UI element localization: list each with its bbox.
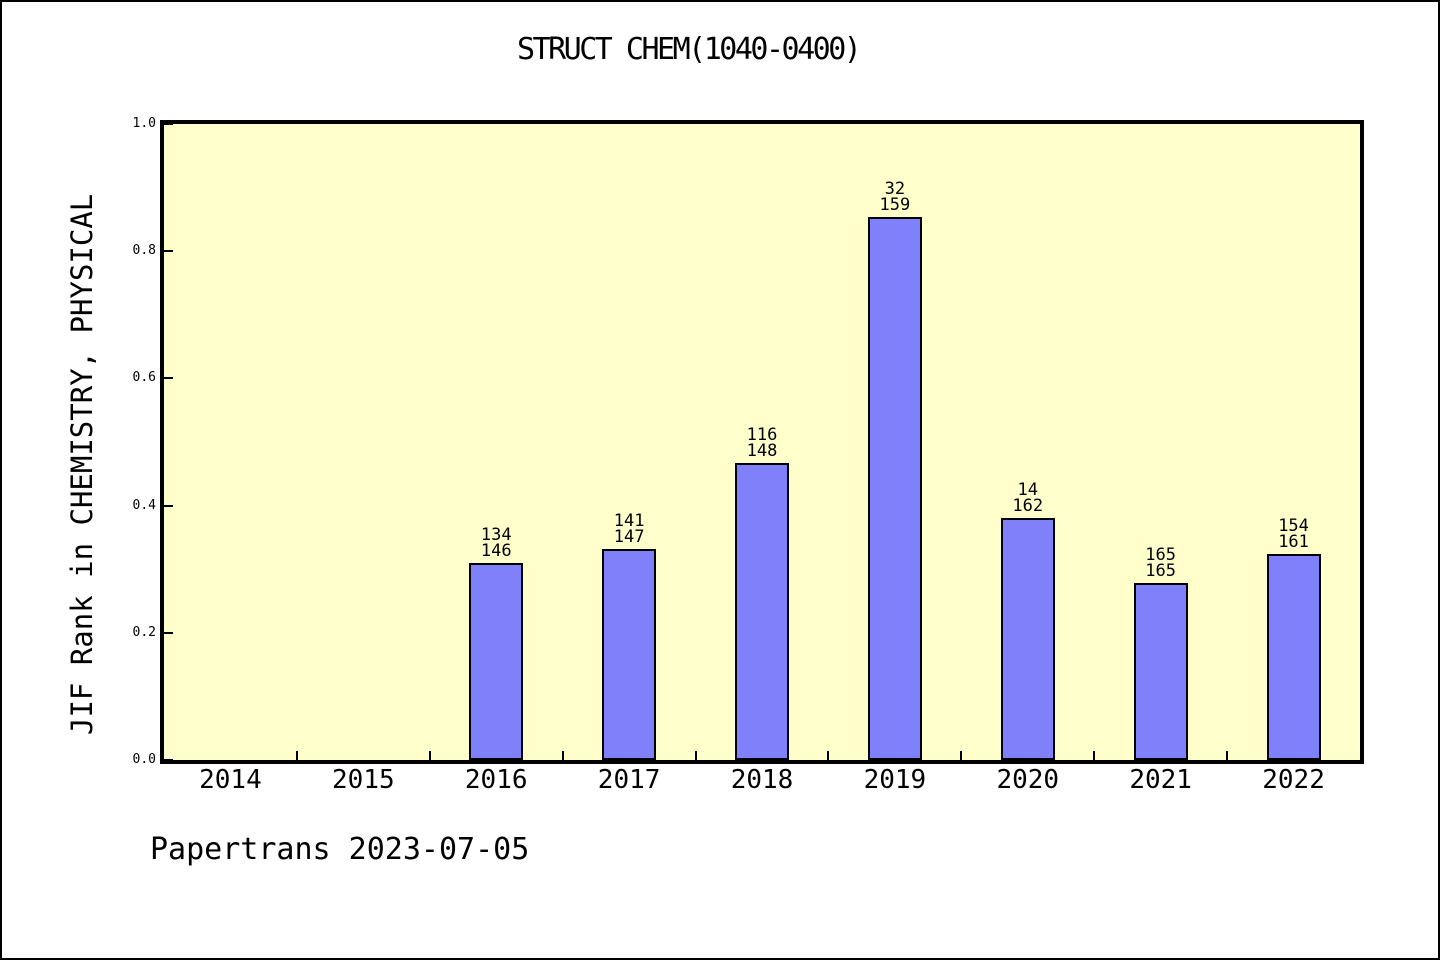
bar-label-total: 161 xyxy=(1278,532,1309,552)
x-tick-label-2017: 2017 xyxy=(597,765,661,795)
x-tick-label-2021: 2021 xyxy=(1129,765,1192,795)
footer-credit: Papertrans 2023-07-05 xyxy=(150,832,530,867)
x-tick-label-2016: 2016 xyxy=(464,765,528,795)
bar-label-total: 162 xyxy=(1012,496,1044,516)
x-axis-tick xyxy=(428,751,431,760)
bar-label-total: 148 xyxy=(746,441,778,461)
y-axis-tick xyxy=(164,631,173,634)
bar-2019 xyxy=(867,217,922,760)
bar-2022 xyxy=(1266,554,1321,760)
x-tick-label-2019: 2019 xyxy=(863,765,927,795)
y-axis-tick xyxy=(164,759,173,761)
y-tick-label: 0.6 xyxy=(132,370,156,386)
bar-label-total: 147 xyxy=(613,527,645,547)
bar-2016 xyxy=(469,563,524,760)
x-axis-tick xyxy=(561,751,564,760)
bar-label-2018: 116 148 xyxy=(712,425,812,461)
y-tick-label: 0.2 xyxy=(132,624,156,640)
x-tick-label-2015: 2015 xyxy=(332,765,395,795)
bar-label-total: 159 xyxy=(879,195,911,215)
bar-label-rank: 14 xyxy=(1017,480,1038,500)
bar-label-2022: 154 161 xyxy=(1244,516,1344,552)
bar-label-rank: 141 xyxy=(613,511,645,531)
x-axis-tick xyxy=(694,751,697,760)
bar-label-2021: 165 165 xyxy=(1111,545,1211,581)
bar-label-rank: 116 xyxy=(746,425,778,445)
x-axis-tick xyxy=(1226,751,1229,760)
x-axis-tick xyxy=(1093,751,1096,760)
y-tick-label: 1.0 xyxy=(132,116,156,131)
x-axis-tick xyxy=(827,751,830,760)
y-axis-tick xyxy=(164,504,173,507)
bar-label-2017: 141 147 xyxy=(579,511,679,547)
x-tick-label-2022: 2022 xyxy=(1262,765,1325,795)
y-axis-label: JIF Rank in CHEMISTRY, PHYSICAL xyxy=(65,193,99,735)
y-axis-tick xyxy=(164,377,173,380)
bar-2017 xyxy=(602,549,657,760)
chart-title: STRUCT CHEM(1040-0400) xyxy=(517,32,862,67)
y-tick-label: 0.4 xyxy=(132,497,156,513)
bar-2020 xyxy=(1000,518,1055,760)
bar-label-2020: 14 162 xyxy=(978,480,1078,516)
bar-label-total: 146 xyxy=(480,541,512,561)
bar-2021 xyxy=(1133,583,1188,760)
bar-label-rank: 134 xyxy=(480,525,512,545)
x-tick-label-2020: 2020 xyxy=(996,765,1060,795)
bar-label-2016: 134 146 xyxy=(446,525,546,561)
y-axis-tick xyxy=(164,123,173,125)
bar-2018 xyxy=(735,463,789,760)
bar-label-2019: 32 159 xyxy=(845,179,945,215)
bar-label-rank: 154 xyxy=(1278,516,1309,536)
bar-label-rank: 165 xyxy=(1145,545,1177,565)
y-tick-label: 0.8 xyxy=(132,243,156,259)
x-axis-tick xyxy=(960,751,963,760)
bar-label-total: 165 xyxy=(1145,561,1177,581)
x-tick-label-2018: 2018 xyxy=(730,765,794,795)
y-axis-tick xyxy=(164,250,173,253)
x-tick-label-2014: 2014 xyxy=(199,765,262,795)
plot-area: 0.0 0.2 0.4 0.6 0.8 1.0 2014 2015 2016 134 146 2017… xyxy=(133,116,1364,794)
y-tick-label: 0.0 xyxy=(132,752,156,767)
bar-label-rank: 32 xyxy=(884,179,906,199)
x-axis-tick xyxy=(295,751,298,760)
